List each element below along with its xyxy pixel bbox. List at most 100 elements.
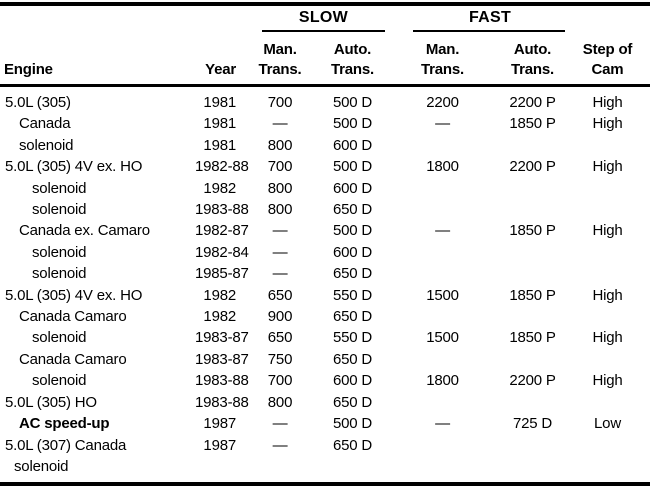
slow-group-header: SLOW bbox=[240, 6, 385, 32]
cell-step-of-cam: High bbox=[592, 286, 623, 304]
cell-fast-man-trans: 2200 bbox=[426, 94, 459, 111]
cell-engine: solenoid bbox=[32, 329, 87, 347]
slow-group-label: SLOW bbox=[298, 9, 349, 26]
cell-slow-man-trans: — bbox=[272, 243, 288, 261]
cell-year: 1987 bbox=[203, 415, 236, 433]
table-header: SLOW FAST Engine Year Man. Trans. bbox=[0, 6, 650, 87]
cell-step-of-cam bbox=[565, 456, 650, 477]
cell-fast-man-trans: — bbox=[435, 222, 450, 240]
cell-slow-man-trans: 800 bbox=[267, 179, 293, 197]
cell-engine: Canada ex. Camaro bbox=[19, 222, 150, 240]
cell-slow-man-trans: 750 bbox=[267, 350, 293, 368]
cam-label: Cam bbox=[591, 61, 624, 78]
trans-label: Trans. bbox=[258, 61, 302, 78]
cell-step-of-cam: Low bbox=[594, 415, 621, 433]
trans-label: Trans. bbox=[421, 61, 464, 78]
cell-slow-auto-trans: 650 D bbox=[332, 265, 373, 283]
cell-fast-auto-trans bbox=[500, 135, 565, 156]
cell-slow-auto-trans: 550 D bbox=[332, 329, 373, 347]
cell-fast-auto-trans: 2200 P bbox=[509, 158, 556, 176]
cell-year: 1987 bbox=[203, 436, 236, 454]
cell-engine: solenoid bbox=[32, 179, 87, 197]
cell-slow-auto-trans: 600 D bbox=[332, 136, 373, 154]
cell-year bbox=[195, 456, 240, 477]
cell-year: 1981 bbox=[203, 136, 236, 154]
cell-fast-man-trans bbox=[385, 456, 500, 477]
column-header-row: Engine Year Man. Trans. Auto. Trans. Man… bbox=[0, 32, 650, 87]
column-header-engine: Engine bbox=[0, 32, 195, 87]
table-row: Canada Camaro 1982 900 650 D bbox=[0, 306, 650, 327]
cell-fast-auto-trans bbox=[500, 306, 565, 327]
cell-fast-man-trans bbox=[385, 135, 500, 156]
cell-step-of-cam bbox=[565, 306, 650, 327]
group-header-spacer-right bbox=[565, 6, 650, 32]
cell-step-of-cam: High bbox=[592, 115, 623, 133]
cell-step-of-cam bbox=[565, 435, 650, 456]
cell-slow-man-trans: 900 bbox=[267, 308, 293, 326]
cell-slow-man-trans: 700 bbox=[267, 158, 293, 176]
cell-slow-auto-trans: 650 D bbox=[332, 201, 373, 219]
table-row: Canada Camaro 1983-87 750 650 D bbox=[0, 349, 650, 370]
table-row: 5.0L (305) 4V ex. HO 1982-88 700 500 D 1… bbox=[0, 156, 650, 177]
cell-year: 1982 bbox=[203, 286, 236, 304]
cell-step-of-cam bbox=[565, 135, 650, 156]
cell-fast-man-trans: 1500 bbox=[426, 286, 459, 304]
step-of-label: Step of bbox=[582, 41, 633, 58]
table-row: 5.0L (305) HO 1983-88 800 650 D bbox=[0, 392, 650, 413]
cell-step-of-cam bbox=[565, 199, 650, 220]
cell-engine: 5.0L (307) Canada bbox=[5, 436, 127, 454]
fast-group-header: FAST bbox=[385, 6, 565, 32]
cell-year: 1983-87 bbox=[195, 350, 249, 368]
column-header-year: Year bbox=[195, 32, 240, 87]
cell-year: 1982-87 bbox=[195, 222, 249, 240]
table-row: solenoid 1982 800 600 D bbox=[0, 178, 650, 199]
cell-slow-auto-trans: 650 D bbox=[332, 393, 373, 411]
cell-engine: Canada Camaro bbox=[19, 308, 127, 326]
column-header-fast-auto-trans: Auto. Trans. bbox=[500, 32, 565, 87]
cell-year: 1982 bbox=[203, 179, 236, 197]
cell-engine: 5.0L (305) 4V ex. HO bbox=[5, 158, 143, 176]
cell-year: 1982-88 bbox=[195, 158, 249, 176]
cell-slow-auto-trans: 500 D bbox=[332, 94, 373, 111]
cell-year: 1983-88 bbox=[195, 393, 249, 411]
cell-step-of-cam bbox=[565, 349, 650, 370]
table-row: solenoid 1983-87 650 550 D 1500 1850 P H… bbox=[0, 327, 650, 348]
slow-group-rule bbox=[262, 27, 385, 32]
trans-label: Trans. bbox=[331, 61, 374, 78]
table-body: 5.0L (305) 1981 700 500 D 2200 2200 P Hi… bbox=[0, 86, 650, 478]
group-header-spacer bbox=[0, 6, 240, 32]
man-label: Man. bbox=[263, 41, 297, 58]
table-row: Canada 1981 — 500 D — 1850 P High bbox=[0, 113, 650, 134]
cell-step-of-cam bbox=[565, 178, 650, 199]
cell-slow-auto-trans: 500 D bbox=[332, 158, 373, 176]
cell-fast-man-trans bbox=[385, 435, 500, 456]
cell-year: 1985-87 bbox=[195, 265, 249, 283]
cell-slow-auto-trans: 550 D bbox=[332, 286, 373, 304]
cell-year: 1981 bbox=[203, 94, 236, 111]
top-rule bbox=[0, 2, 650, 6]
cell-step-of-cam: High bbox=[592, 372, 623, 390]
cell-engine: solenoid bbox=[14, 457, 69, 475]
column-header-slow-auto-trans: Auto. Trans. bbox=[320, 32, 385, 87]
cell-slow-man-trans: — bbox=[272, 415, 288, 433]
cell-fast-auto-trans bbox=[500, 263, 565, 284]
cell-engine: solenoid bbox=[19, 136, 74, 154]
cell-engine: 5.0L (305) 4V ex. HO bbox=[5, 286, 143, 304]
cell-slow-auto-trans: 600 D bbox=[332, 372, 373, 390]
cell-slow-auto-trans: 650 D bbox=[332, 308, 373, 326]
auto-label: Auto. bbox=[513, 41, 552, 58]
cell-fast-man-trans bbox=[385, 306, 500, 327]
cell-engine: solenoid bbox=[32, 372, 87, 390]
cell-year: 1982-84 bbox=[195, 243, 249, 261]
cell-slow-man-trans: 800 bbox=[267, 136, 293, 154]
cell-slow-man-trans: — bbox=[272, 265, 288, 283]
cell-fast-man-trans bbox=[385, 263, 500, 284]
cell-fast-auto-trans bbox=[500, 199, 565, 220]
table-row: solenoid 1981 800 600 D bbox=[0, 135, 650, 156]
cell-slow-auto-trans bbox=[320, 456, 385, 477]
cell-fast-auto-trans bbox=[500, 178, 565, 199]
table-row: 5.0L (307) Canada 1987 — 650 D bbox=[0, 435, 650, 456]
cell-slow-man-trans: — bbox=[272, 115, 288, 133]
cell-year: 1982 bbox=[203, 308, 236, 326]
